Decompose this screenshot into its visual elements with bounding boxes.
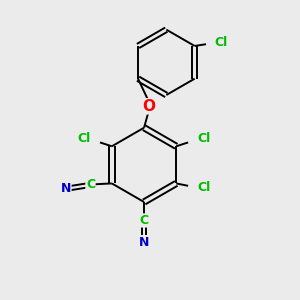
Text: N: N bbox=[139, 236, 149, 249]
Text: C: C bbox=[86, 178, 95, 191]
Text: Cl: Cl bbox=[198, 132, 211, 146]
Text: C: C bbox=[140, 214, 148, 227]
Text: O: O bbox=[142, 99, 155, 114]
Text: Cl: Cl bbox=[215, 36, 228, 49]
Text: N: N bbox=[61, 182, 71, 195]
Text: Cl: Cl bbox=[77, 132, 91, 146]
Text: Cl: Cl bbox=[198, 182, 211, 194]
